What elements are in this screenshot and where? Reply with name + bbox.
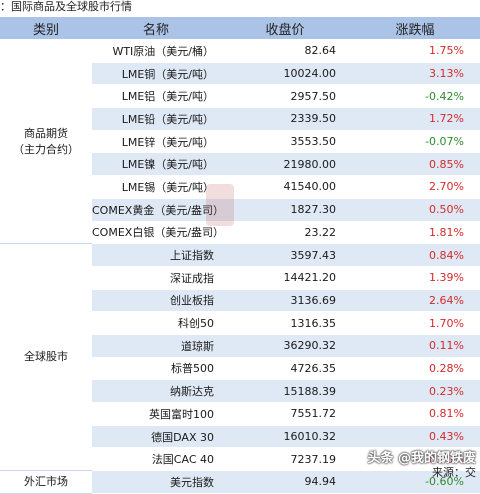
instrument-name: 德国DAX 30 xyxy=(92,425,220,449)
closing-price: 2957.50 xyxy=(220,84,350,109)
closing-price: 7237.19 xyxy=(220,447,350,472)
instrument-name: LME铝（美元/吨） xyxy=(92,84,220,109)
change-percent: 0.23% xyxy=(350,379,480,403)
change-percent: 1.70% xyxy=(350,311,480,335)
closing-price: 3553.50 xyxy=(220,130,350,154)
change-percent: 0.50% xyxy=(350,198,480,222)
table-row: 德国DAX 30 16010.32 0.43% xyxy=(0,425,480,449)
closing-price: 14421.20 xyxy=(220,266,350,290)
table-title: ：国际商品及全球股市行情 xyxy=(0,0,132,13)
instrument-name: COMEX白银（美元/盎司） xyxy=(92,221,220,245)
table-row: COMEX黄金（美元/盎司） 1827.30 0.50% xyxy=(0,198,480,222)
instrument-name: 美元指数 xyxy=(92,470,220,494)
table-row: LME锡（美元/吨） 41540.00 2.70% xyxy=(0,175,480,199)
table-row: LME铝（美元/吨） 2957.50 -0.42% xyxy=(0,84,480,109)
table-row: LME锌（美元/吨） 3553.50 -0.07% xyxy=(0,130,480,154)
change-percent: 1.72% xyxy=(350,107,480,131)
header-name: 名称 xyxy=(92,17,220,40)
group-label: 外汇市场 xyxy=(0,470,92,494)
instrument-name: 标普500 xyxy=(92,357,220,381)
instrument-name: 科创50 xyxy=(92,311,220,335)
table-row: LME铅（美元/吨） 2339.50 1.72% xyxy=(0,107,480,131)
change-percent: 0.75% xyxy=(350,447,480,472)
instrument-name: WTI原油（美元/桶） xyxy=(92,39,220,63)
table-row: 创业板指 3136.69 2.64% xyxy=(0,289,480,313)
instrument-name: LME镍（美元/吨） xyxy=(92,152,220,177)
instrument-name: 深证成指 xyxy=(92,266,220,290)
closing-price: 36290.32 xyxy=(220,334,350,358)
change-percent: 3.13% xyxy=(350,62,480,86)
closing-price: 21980.00 xyxy=(220,152,350,177)
change-percent: 0.85% xyxy=(350,152,480,177)
change-percent: 0.43% xyxy=(350,425,480,449)
table-row: 科创50 1316.35 1.70% xyxy=(0,311,480,335)
instrument-name: 英国富时100 xyxy=(92,402,220,426)
instrument-name: 纳斯达克 xyxy=(92,379,220,403)
table-row: 深证成指 14421.20 1.39% xyxy=(0,266,480,290)
change-percent: -0.07% xyxy=(350,130,480,154)
instrument-name: 道琼斯 xyxy=(92,334,220,358)
instrument-name: LME铜（美元/吨） xyxy=(92,62,220,86)
closing-price: 3597.43 xyxy=(220,243,350,267)
closing-price: 94.94 xyxy=(220,470,350,494)
header-change: 涨跌幅 xyxy=(350,17,480,40)
header-category: 类别 xyxy=(0,17,92,40)
table-row: 标普500 4726.35 0.28% xyxy=(0,357,480,381)
table-row: LME铜（美元/吨） 10024.00 3.13% xyxy=(0,62,480,86)
market-table: 类别 名称 收盘价 涨跌幅 商品期货 （主力合约） WTI原油（美元/桶） 82.6… xyxy=(0,17,480,494)
table-body: 商品期货 （主力合约） WTI原油（美元/桶） 82.64 1.75% LME铜（美元/… xyxy=(0,39,480,494)
brand-watermark: 头条 @我的钢铁废 xyxy=(367,451,476,466)
change-percent: 0.28% xyxy=(350,357,480,381)
table-row: LME镍（美元/吨） 21980.00 0.85% xyxy=(0,152,480,177)
instrument-name: 法国CAC 40 xyxy=(92,447,220,472)
table-row: 外汇市场 美元指数 94.94 -0.60% xyxy=(0,470,480,494)
change-percent: 1.75% xyxy=(350,39,480,63)
change-percent: 0.11% xyxy=(350,334,480,358)
closing-price: 4726.35 xyxy=(220,357,350,381)
closing-price: 1827.30 xyxy=(220,198,350,222)
change-percent: 0.84% xyxy=(350,243,480,267)
table-header-row: 类别 名称 收盘价 涨跌幅 xyxy=(0,17,480,40)
source-note: 来源：交 xyxy=(432,466,476,479)
closing-price: 82.64 xyxy=(220,39,350,63)
closing-price: 10024.00 xyxy=(220,62,350,86)
closing-price: 16010.32 xyxy=(220,425,350,449)
instrument-name: LME铅（美元/吨） xyxy=(92,107,220,131)
instrument-name: COMEX黄金（美元/盎司） xyxy=(92,198,220,222)
table-row: 纳斯达克 15188.39 0.23% xyxy=(0,379,480,403)
change-percent: 1.81% xyxy=(350,221,480,245)
group-label: 全球股市 xyxy=(0,243,92,472)
closing-price: 15188.39 xyxy=(220,379,350,403)
table-row: COMEX白银（美元/盎司） 23.22 1.81% xyxy=(0,221,480,245)
change-percent: -0.42% xyxy=(350,84,480,109)
header-price: 收盘价 xyxy=(220,17,350,40)
table-row: 英国富时100 7551.72 0.81% xyxy=(0,402,480,426)
change-percent: 2.70% xyxy=(350,175,480,199)
table-row: 商品期货 （主力合约） WTI原油（美元/桶） 82.64 1.75% xyxy=(0,39,480,245)
closing-price: 1316.35 xyxy=(220,311,350,335)
instrument-name: LME锌（美元/吨） xyxy=(92,130,220,154)
table-row: 全球股市 上证指数 3597.43 0.84% xyxy=(0,243,480,472)
change-percent: 1.39% xyxy=(350,266,480,290)
closing-price: 23.22 xyxy=(220,221,350,245)
closing-price: 41540.00 xyxy=(220,175,350,199)
table-row: 法国CAC 40 7237.19 0.75% xyxy=(0,447,480,472)
closing-price: 2339.50 xyxy=(220,107,350,131)
closing-price: 7551.72 xyxy=(220,402,350,426)
instrument-name: 上证指数 xyxy=(92,243,220,267)
instrument-name: 创业板指 xyxy=(92,289,220,313)
group-label: 商品期货 （主力合约） xyxy=(0,39,92,245)
change-percent: 2.64% xyxy=(350,289,480,313)
instrument-name: LME锡（美元/吨） xyxy=(92,175,220,199)
change-percent: 0.81% xyxy=(350,402,480,426)
table-row: 道琼斯 36290.32 0.11% xyxy=(0,334,480,358)
closing-price: 3136.69 xyxy=(220,289,350,313)
